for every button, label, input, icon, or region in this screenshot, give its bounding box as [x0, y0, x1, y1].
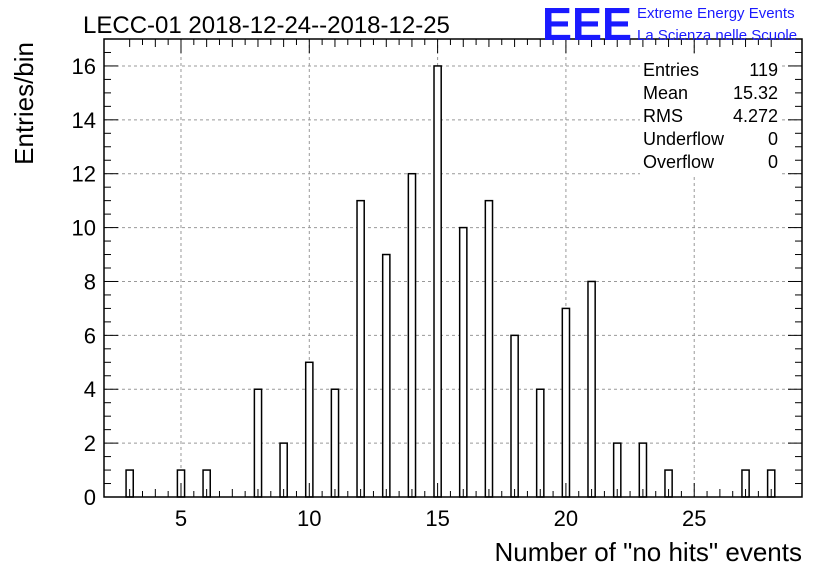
stats-background [640, 55, 780, 177]
x-tick-label: 25 [682, 506, 706, 531]
axis-ticks [104, 38, 802, 498]
stats-value: 0 [768, 129, 778, 149]
logo-line-1: Extreme Energy Events [637, 5, 795, 22]
histogram-bar [612, 442, 622, 498]
stats-label: Underflow [643, 129, 725, 149]
y-tick-label: 16 [72, 54, 96, 79]
histogram-bar [587, 280, 596, 498]
histogram-bars [125, 65, 776, 498]
stats-value: 0 [768, 152, 778, 172]
x-axis-label: Number of "no hits" events [495, 537, 803, 567]
stats-label: Mean [643, 83, 688, 103]
logo-line-2: La Scienza nelle Scuole [637, 27, 797, 44]
y-tick-label: 0 [84, 485, 96, 510]
x-tick-label: 5 [175, 506, 187, 531]
x-tick-label: 10 [297, 506, 321, 531]
histogram-bar [458, 226, 468, 498]
y-tick-label: 12 [72, 162, 96, 187]
y-tick-labels: 0 2 4 6 8 10 12 14 16 [72, 54, 96, 510]
histogram-bar [279, 442, 288, 498]
histogram-bar [330, 388, 340, 498]
logo: EEE Extreme Energy Events La Scienza nel… [542, 0, 797, 50]
histogram-bar [561, 307, 571, 498]
y-tick-label: 4 [84, 377, 96, 402]
histogram-bar [535, 388, 545, 498]
stats-label: RMS [643, 106, 683, 126]
stats-value: 15.32 [733, 83, 778, 103]
y-tick-label: 8 [84, 269, 96, 294]
histogram-bar [356, 199, 365, 498]
histogram-bar [433, 65, 442, 498]
y-tick-label: 14 [72, 108, 96, 133]
stats-value: 119 [749, 60, 778, 80]
y-tick-label: 10 [72, 216, 96, 241]
x-tick-label: 20 [554, 506, 578, 531]
y-tick-label: 2 [84, 431, 96, 456]
histogram-bar [638, 442, 648, 498]
chart-title: LECC-01 2018-12-24--2018-12-25 [83, 12, 450, 39]
stats-label: Entries [643, 60, 699, 80]
logo-mark: EEE [542, 0, 632, 50]
y-axis-label: Entries/bin [9, 42, 39, 165]
histogram-bar [407, 172, 417, 498]
histogram-bar [381, 253, 391, 498]
x-tick-label: 15 [425, 506, 449, 531]
histogram-bar [484, 199, 494, 498]
histogram-bar [304, 361, 314, 498]
stats-box: Entries 119 Mean 15.32 RMS 4.272 Underflow 0 Ove… [640, 55, 780, 177]
histogram-bar [510, 334, 519, 498]
stats-value: 4.272 [733, 106, 778, 126]
x-tick-labels: 5 10 15 20 25 [175, 506, 707, 531]
histogram-bar [253, 388, 263, 498]
stats-label: Overflow [643, 152, 715, 172]
y-tick-label: 6 [84, 323, 96, 348]
